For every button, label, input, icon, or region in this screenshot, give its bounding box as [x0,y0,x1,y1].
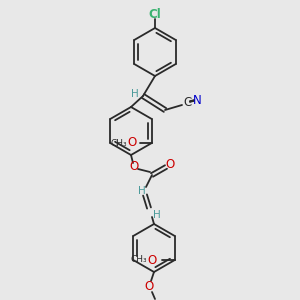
Text: O: O [127,136,136,149]
Text: O: O [165,158,175,172]
Text: CH₃: CH₃ [130,256,147,265]
Text: O: O [147,254,156,266]
Text: H: H [138,186,146,196]
Text: H: H [153,210,161,220]
Text: O: O [144,280,154,293]
Text: C: C [183,95,191,109]
Text: H: H [131,89,139,99]
Text: CH₃: CH₃ [110,139,127,148]
Text: Cl: Cl [148,8,161,20]
Text: O: O [129,160,139,173]
Text: N: N [193,94,201,106]
